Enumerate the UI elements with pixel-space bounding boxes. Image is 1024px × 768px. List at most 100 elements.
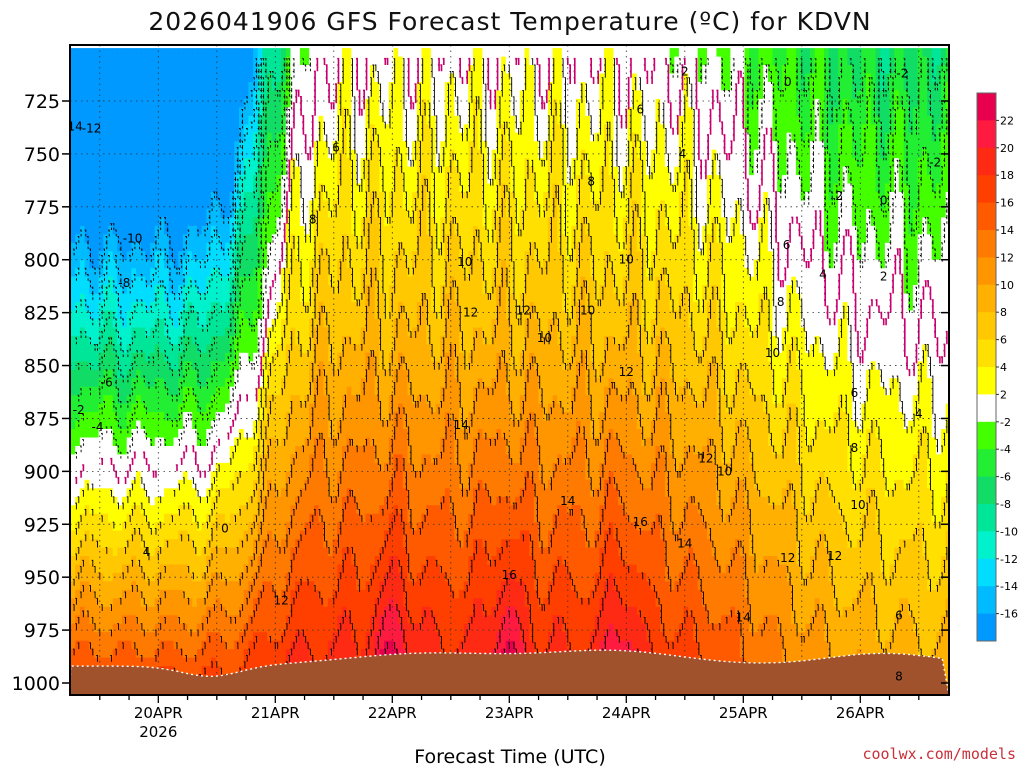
field-cell bbox=[154, 319, 161, 329]
field-cell bbox=[225, 200, 231, 210]
field-cell bbox=[351, 293, 357, 303]
field-cell bbox=[290, 225, 296, 235]
field-cell bbox=[342, 73, 348, 83]
field-cell bbox=[70, 429, 76, 439]
field-cell bbox=[98, 632, 104, 642]
field-cell bbox=[346, 437, 352, 447]
field-cell bbox=[248, 589, 254, 599]
field-cell bbox=[332, 403, 338, 413]
field-cell bbox=[285, 107, 292, 117]
field-cell bbox=[215, 454, 221, 464]
field-cell bbox=[267, 310, 273, 320]
field-cell bbox=[267, 217, 273, 227]
field-cell bbox=[131, 369, 137, 379]
field-cell bbox=[89, 302, 95, 312]
field-cell bbox=[117, 649, 123, 659]
field-cell bbox=[370, 158, 376, 168]
field-cell bbox=[103, 505, 109, 515]
field-cell bbox=[309, 251, 315, 261]
field-cell bbox=[159, 581, 165, 591]
field-cell bbox=[112, 556, 118, 566]
field-cell bbox=[201, 488, 207, 498]
field-cell bbox=[271, 471, 278, 481]
field-cell bbox=[271, 395, 278, 405]
field-cell bbox=[108, 65, 114, 75]
field-cell bbox=[84, 259, 90, 269]
field-cell bbox=[210, 412, 217, 422]
field-cell bbox=[304, 640, 310, 650]
field-cell bbox=[173, 73, 179, 83]
field-cell bbox=[271, 82, 278, 92]
field-cell bbox=[168, 141, 175, 151]
field-cell bbox=[196, 107, 203, 117]
field-cell bbox=[337, 200, 343, 210]
field-cell bbox=[318, 183, 324, 193]
field-cell bbox=[285, 446, 292, 456]
field-cell bbox=[84, 378, 90, 388]
field-cell bbox=[187, 615, 193, 625]
field-cell bbox=[131, 479, 137, 489]
field-cell bbox=[281, 454, 287, 464]
field-cell bbox=[239, 242, 245, 252]
field-cell bbox=[351, 615, 357, 625]
field-cell bbox=[318, 268, 324, 278]
field-cell bbox=[182, 82, 189, 92]
field-cell bbox=[337, 632, 343, 642]
field-cell bbox=[84, 632, 90, 642]
field-cell bbox=[327, 564, 334, 574]
field-cell bbox=[159, 640, 165, 650]
field-cell bbox=[192, 107, 198, 117]
field-cell bbox=[75, 115, 81, 125]
field-cell bbox=[220, 564, 226, 574]
field-cell bbox=[346, 65, 352, 75]
field-cell bbox=[150, 285, 156, 295]
field-cell bbox=[173, 217, 179, 227]
field-cell bbox=[117, 488, 123, 498]
field-cell bbox=[271, 386, 278, 396]
field-cell bbox=[75, 183, 81, 193]
field-cell bbox=[131, 124, 137, 134]
field-cell bbox=[299, 496, 306, 506]
field-cell bbox=[346, 82, 352, 92]
field-cell bbox=[168, 395, 175, 405]
field-cell bbox=[220, 183, 226, 193]
field-cell bbox=[75, 412, 81, 422]
field-cell bbox=[117, 285, 123, 295]
field-cell bbox=[229, 530, 235, 540]
field-cell bbox=[337, 90, 343, 100]
field-cell bbox=[159, 166, 165, 176]
field-cell bbox=[337, 158, 343, 168]
field-cell bbox=[196, 513, 203, 523]
field-cell bbox=[112, 640, 118, 650]
field-cell bbox=[327, 251, 334, 261]
field-cell bbox=[281, 251, 287, 261]
field-cell bbox=[150, 242, 156, 252]
field-cell bbox=[98, 115, 104, 125]
field-cell bbox=[323, 251, 329, 261]
field-cell bbox=[346, 217, 352, 227]
field-cell bbox=[108, 302, 114, 312]
field-cell bbox=[225, 149, 231, 159]
field-cell bbox=[304, 158, 310, 168]
field-cell bbox=[150, 56, 156, 66]
field-cell bbox=[108, 598, 114, 608]
field-cell bbox=[351, 598, 357, 608]
field-cell bbox=[215, 302, 221, 312]
field-cell bbox=[75, 369, 81, 379]
field-cell bbox=[225, 48, 231, 58]
field-cell bbox=[187, 522, 193, 532]
field-cell bbox=[220, 378, 226, 388]
field-cell bbox=[150, 259, 156, 269]
field-cell bbox=[173, 564, 179, 574]
field-cell bbox=[271, 242, 278, 252]
field-cell bbox=[313, 606, 320, 616]
field-cell bbox=[154, 369, 161, 379]
field-cell bbox=[290, 115, 296, 125]
field-cell bbox=[318, 175, 324, 185]
field-cell bbox=[299, 632, 306, 642]
field-cell bbox=[89, 657, 95, 667]
field-cell bbox=[168, 352, 175, 362]
field-cell bbox=[93, 623, 100, 633]
field-cell bbox=[117, 115, 123, 125]
field-cell bbox=[229, 496, 235, 506]
